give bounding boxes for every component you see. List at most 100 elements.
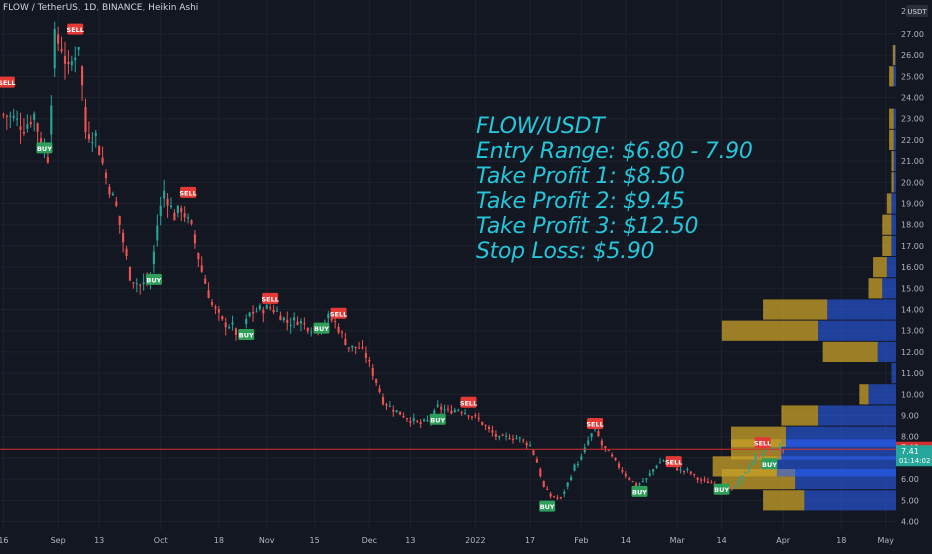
candle-body (53, 29, 56, 69)
candle-body (628, 478, 631, 480)
candle-body (108, 186, 111, 195)
candle-body (221, 316, 224, 320)
price-tick-label: 9.00 (901, 412, 919, 421)
price-tick-label: 4.00 (901, 518, 919, 527)
candle-body (303, 323, 306, 325)
sell-signal: SELL (330, 307, 347, 319)
candle-body (228, 327, 231, 329)
volume-bar-up (868, 384, 896, 405)
price-tick-label: 25.00 (901, 72, 924, 81)
annotation-tp3: Take Profit 3: $12.50 (476, 214, 699, 239)
candle-body (631, 480, 634, 482)
candle-body (563, 491, 566, 494)
candle-body (470, 416, 473, 418)
candle-body (5, 115, 8, 117)
sell-signal: SELL (0, 76, 16, 88)
candle-body (340, 331, 344, 333)
candle-body (539, 468, 542, 477)
candle-body (299, 320, 303, 324)
candle-body (734, 486, 737, 488)
candle-body (440, 406, 443, 410)
time-tick-label: Sep (51, 536, 66, 545)
volume-bar-down (731, 426, 786, 447)
candle-body (255, 311, 258, 313)
symbol-label[interactable]: FLOW / TetherUS (3, 3, 78, 13)
time-tick-label: 16 (0, 536, 9, 545)
candle-body (293, 317, 296, 321)
time-axis[interactable]: 16 Sep 13 Oct 18 Nov 15 Dec 13 2022 17 Feb 14 Mar 14 Ap… (0, 530, 932, 550)
candle-body (535, 459, 538, 463)
candle-body (498, 436, 501, 438)
interval-label[interactable]: 1D (83, 3, 97, 13)
signal-label: SELL (0, 79, 16, 87)
price-axis[interactable]: 4.005.006.007.008.009.0010.0011.0012.001… (896, 0, 932, 550)
buy-signal: BUY (631, 485, 648, 497)
price-tick-label: 23.00 (901, 115, 924, 124)
candle-body (60, 48, 63, 52)
current-price-label: 7.41 (901, 447, 919, 456)
volume-bar-up (891, 214, 896, 235)
candle-body (474, 415, 477, 417)
candle-body (423, 419, 426, 422)
candle-body (347, 347, 350, 349)
candle-body (491, 430, 494, 433)
time-tick-label: Dec (362, 536, 377, 545)
candle-body (392, 409, 395, 412)
signal-label: SELL (261, 295, 278, 303)
sell-signal: SELL (67, 23, 84, 35)
price-tick-label: 21.00 (901, 157, 924, 166)
time-tick-label: 13 (94, 536, 104, 545)
signal-label: BUY (314, 325, 329, 333)
candle-body (419, 422, 422, 424)
candle-body (768, 451, 771, 453)
candles (2, 21, 785, 500)
volume-bar-down (763, 299, 828, 320)
volume-bar-down (859, 384, 869, 405)
annotation-tp1: Take Profit 1: $8.50 (476, 164, 685, 189)
signal-label: SELL (330, 310, 347, 318)
volume-bar-down (882, 235, 892, 257)
volume-bar-down (721, 320, 819, 341)
volume-profile (712, 45, 896, 511)
candle-body (200, 265, 203, 272)
candle-body (115, 201, 118, 207)
candle-body (700, 479, 703, 481)
candle-body (412, 418, 415, 421)
volume-bar-up (827, 299, 896, 320)
candle-body (525, 442, 528, 446)
candle-body (234, 328, 238, 335)
candle-body (33, 113, 36, 120)
candle-body (142, 282, 145, 285)
candle-body (621, 470, 624, 472)
signal-badge (238, 328, 255, 340)
candle-body (635, 483, 638, 487)
candle-body (269, 307, 272, 309)
candle-body (207, 290, 210, 299)
volume-bar-up (776, 456, 896, 477)
signals: SELLBUYSELLBUYSELLBUYSELLBUYSELLBUYSELLB… (0, 23, 778, 512)
candle-body (279, 315, 282, 321)
candle-body (679, 469, 682, 471)
candle-body (163, 190, 166, 199)
candle-body (549, 493, 552, 497)
candle-body (118, 215, 121, 226)
signal-badge (665, 456, 682, 468)
candle-body (522, 439, 525, 441)
candle-body (614, 457, 617, 460)
candle-body (771, 447, 774, 450)
candle-body (282, 317, 285, 321)
chart-style-label[interactable]: Heikin Ashi (148, 3, 199, 13)
price-tick-label: 22.00 (901, 136, 924, 145)
candle-body (682, 470, 686, 472)
candle-body (457, 410, 460, 412)
price-tick-label: 18.00 (901, 221, 924, 230)
signal-label: BUY (37, 145, 52, 153)
volume-bar-up (818, 405, 896, 426)
volume-bar-up (893, 108, 896, 129)
candle-body (245, 318, 248, 324)
candle-body (652, 469, 655, 472)
signal-badge (460, 396, 477, 408)
candle-body (364, 353, 367, 358)
